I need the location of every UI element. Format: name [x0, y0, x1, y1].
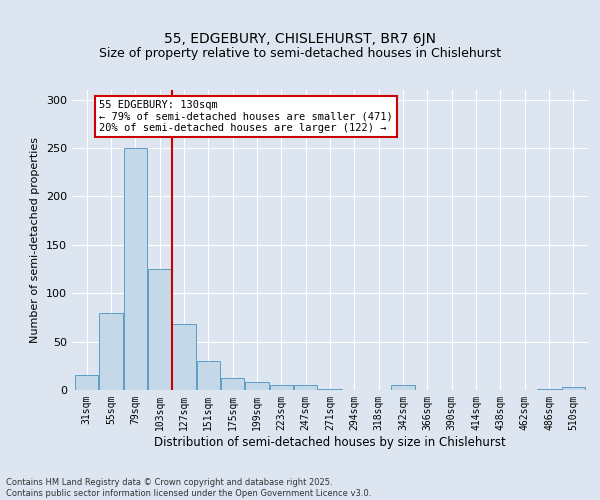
Bar	[100, 312, 122, 390]
Bar	[245, 382, 269, 390]
Bar	[319, 389, 341, 390]
X-axis label: Distribution of semi-detached houses by size in Chislehurst: Distribution of semi-detached houses by …	[154, 436, 506, 448]
Text: Contains HM Land Registry data © Crown copyright and database right 2025.
Contai: Contains HM Land Registry data © Crown c…	[6, 478, 371, 498]
Bar	[270, 385, 293, 390]
Bar	[197, 361, 220, 390]
Bar	[75, 374, 98, 390]
Bar	[294, 385, 317, 390]
Text: Size of property relative to semi-detached houses in Chislehurst: Size of property relative to semi-detach…	[99, 48, 501, 60]
Text: 55, EDGEBURY, CHISLEHURST, BR7 6JN: 55, EDGEBURY, CHISLEHURST, BR7 6JN	[164, 32, 436, 46]
Y-axis label: Number of semi-detached properties: Number of semi-detached properties	[31, 137, 40, 343]
Bar	[538, 389, 560, 390]
Bar	[148, 269, 171, 390]
Bar	[172, 324, 196, 390]
Bar	[124, 148, 147, 390]
Bar	[221, 378, 244, 390]
Bar	[391, 385, 415, 390]
Bar	[562, 387, 585, 390]
Text: 55 EDGEBURY: 130sqm
← 79% of semi-detached houses are smaller (471)
20% of semi-: 55 EDGEBURY: 130sqm ← 79% of semi-detach…	[99, 100, 392, 133]
